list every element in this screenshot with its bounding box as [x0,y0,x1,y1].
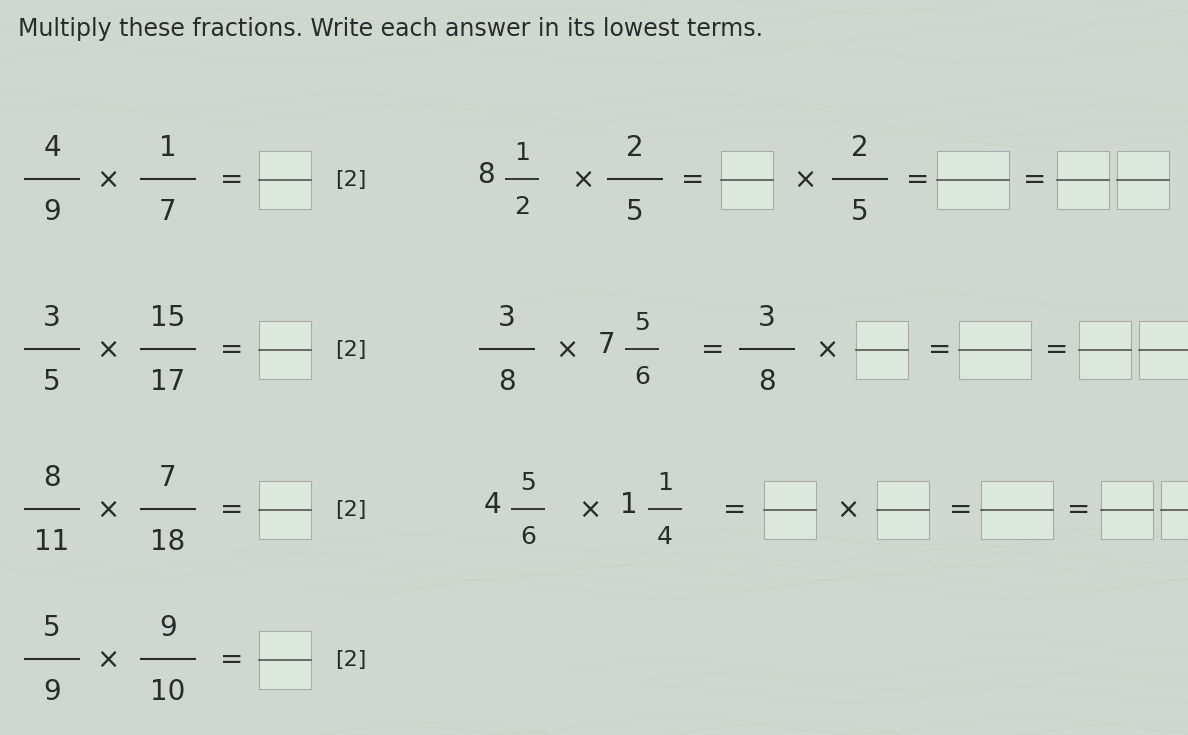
Text: =: = [949,496,973,524]
FancyBboxPatch shape [259,151,311,209]
Text: 5: 5 [43,368,61,396]
Text: 5: 5 [626,198,644,226]
FancyBboxPatch shape [1139,321,1188,379]
Text: 6: 6 [520,525,536,549]
Text: 8: 8 [43,464,61,492]
Text: 15: 15 [151,304,185,332]
FancyBboxPatch shape [1117,151,1169,209]
Text: Multiply these fractions. Write each answer in its lowest terms.: Multiply these fractions. Write each ans… [18,17,763,41]
FancyBboxPatch shape [259,481,311,539]
Text: 2: 2 [514,195,530,219]
Text: ×: × [836,496,860,524]
Text: ×: × [794,166,816,194]
FancyBboxPatch shape [981,481,1053,539]
FancyBboxPatch shape [877,481,929,539]
Text: ×: × [555,336,579,364]
Text: 5: 5 [851,198,868,226]
FancyBboxPatch shape [721,151,773,209]
Text: 1: 1 [657,471,672,495]
Text: 5: 5 [43,614,61,642]
Text: 4: 4 [657,525,672,549]
Text: 1: 1 [620,491,638,519]
Text: =: = [220,496,244,524]
Text: 1: 1 [514,141,530,165]
Text: [2]: [2] [335,340,366,360]
Text: =: = [1067,496,1091,524]
FancyBboxPatch shape [259,321,311,379]
Text: 17: 17 [151,368,185,396]
Text: ×: × [571,166,595,194]
Text: 8: 8 [498,368,516,396]
Text: 18: 18 [151,528,185,556]
Text: ×: × [96,166,120,194]
Text: 5: 5 [634,311,650,335]
Text: =: = [701,336,725,364]
Text: =: = [906,166,930,194]
Text: =: = [681,166,704,194]
Text: 6: 6 [634,365,650,389]
FancyBboxPatch shape [764,481,816,539]
Text: 7: 7 [159,198,177,226]
Text: 4: 4 [484,491,501,519]
Text: 9: 9 [43,198,61,226]
Text: 3: 3 [498,304,516,332]
Text: [2]: [2] [335,500,366,520]
Text: 7: 7 [159,464,177,492]
Text: =: = [220,336,244,364]
Text: 3: 3 [43,304,61,332]
Text: =: = [928,336,952,364]
Text: ×: × [96,646,120,674]
Text: ×: × [96,336,120,364]
Text: =: = [220,646,244,674]
Text: =: = [1045,336,1069,364]
FancyBboxPatch shape [937,151,1009,209]
Text: ×: × [579,496,601,524]
Text: ×: × [96,496,120,524]
FancyBboxPatch shape [1057,151,1110,209]
Text: 5: 5 [520,471,536,495]
FancyBboxPatch shape [1101,481,1154,539]
Text: =: = [723,496,747,524]
Text: 8: 8 [758,368,776,396]
Text: 7: 7 [598,331,615,359]
Text: 2: 2 [626,134,644,162]
Text: 9: 9 [43,678,61,706]
Text: ×: × [815,336,839,364]
FancyBboxPatch shape [857,321,908,379]
Text: 3: 3 [758,304,776,332]
Text: 8: 8 [478,161,495,189]
FancyBboxPatch shape [1079,321,1131,379]
Text: 1: 1 [159,134,177,162]
FancyBboxPatch shape [259,631,311,689]
Text: [2]: [2] [335,170,366,190]
Text: 10: 10 [151,678,185,706]
FancyBboxPatch shape [1161,481,1188,539]
FancyBboxPatch shape [959,321,1031,379]
Text: 11: 11 [34,528,70,556]
Text: 4: 4 [43,134,61,162]
Text: 2: 2 [851,134,868,162]
Text: =: = [1023,166,1047,194]
Text: [2]: [2] [335,650,366,670]
Text: =: = [220,166,244,194]
Text: 9: 9 [159,614,177,642]
